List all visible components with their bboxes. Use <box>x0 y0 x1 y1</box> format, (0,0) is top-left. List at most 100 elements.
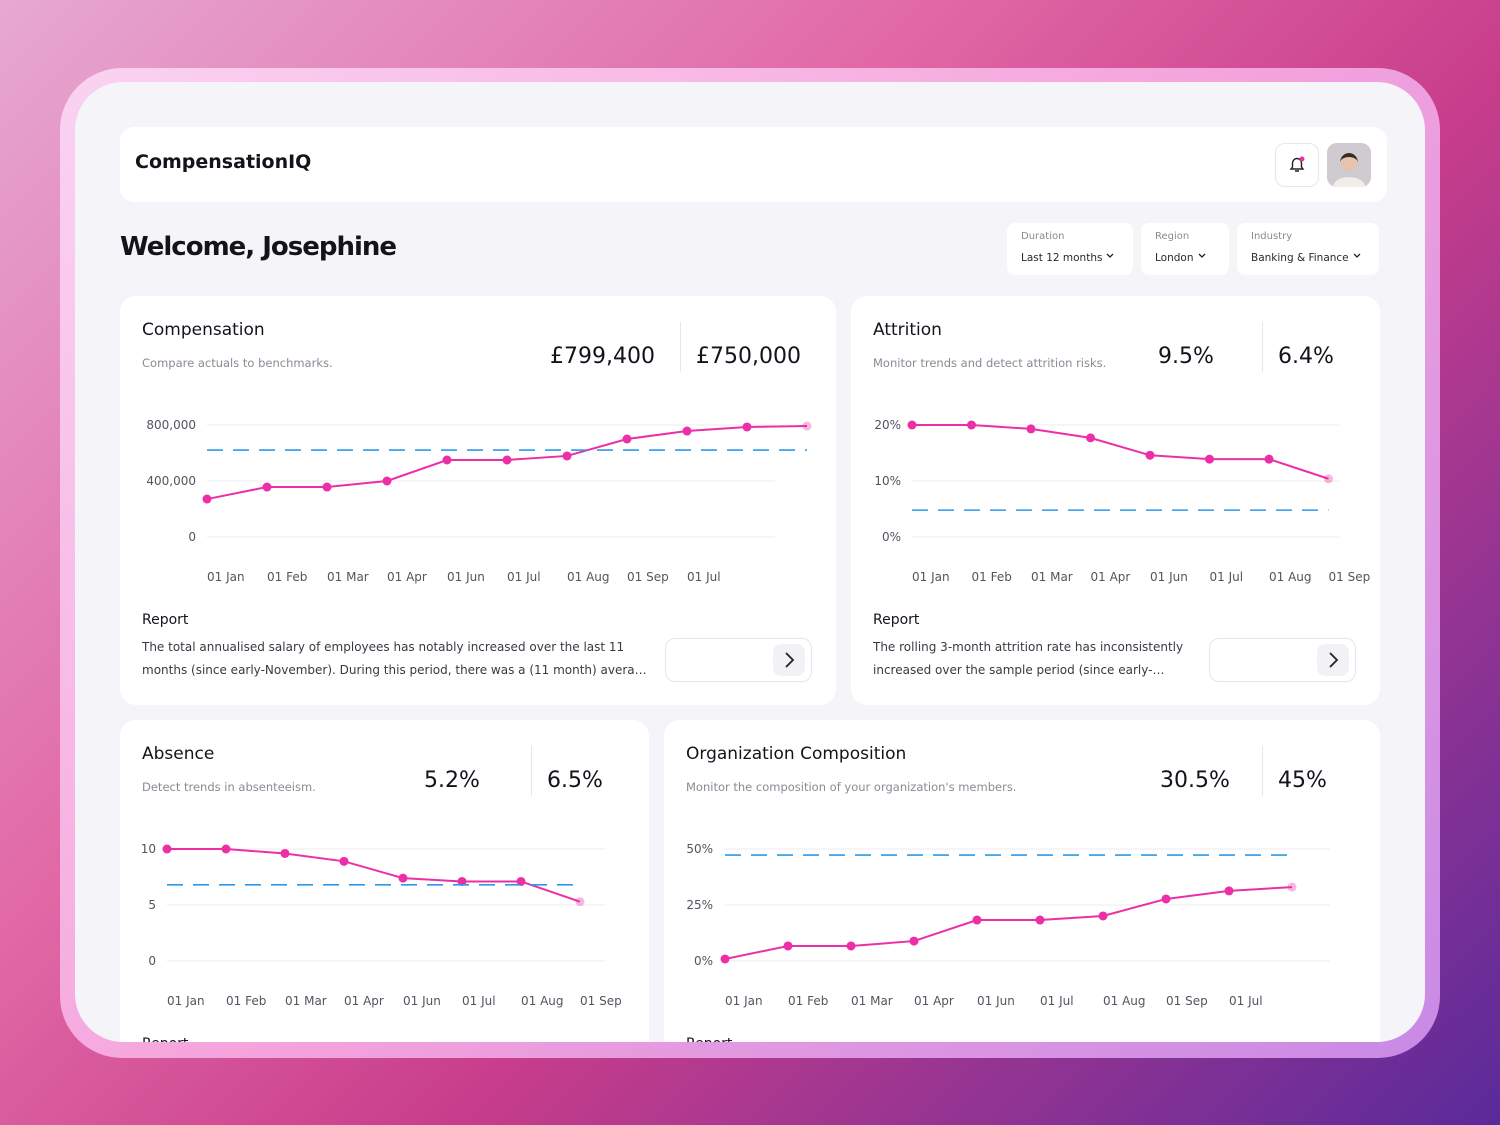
chevron <box>785 652 795 668</box>
y-tick-label: 50% <box>686 842 713 856</box>
data-point <box>1098 911 1108 921</box>
y-tick-label: 0% <box>882 530 901 544</box>
filter-dropdown[interactable]: Region London <box>1141 223 1229 275</box>
card: Organization Composition Monitor the comp… <box>664 720 1380 1042</box>
filter-value-text: Banking & Finance <box>1251 252 1349 264</box>
avatar-image <box>1327 143 1371 187</box>
legend-value: £799,400 <box>550 344 655 369</box>
data-point <box>322 482 332 492</box>
dashboard: CompensationIQ Welcome, Josephine Durati… <box>75 82 1425 1042</box>
y-tick-label: 0% <box>694 954 713 968</box>
filter-value-text: London <box>1155 252 1194 264</box>
data-point <box>622 434 632 444</box>
data-point <box>262 482 272 492</box>
y-tick-label: 0 <box>188 530 196 544</box>
data-point <box>846 941 856 951</box>
data-point <box>1224 886 1234 896</box>
x-tick-label: 01 Feb <box>788 994 828 1008</box>
y-tick-label: 0 <box>148 954 156 968</box>
data-point <box>382 476 392 486</box>
filter-dropdown[interactable]: Industry Banking & Finance <box>1237 223 1379 275</box>
filter-value: Last 12 months <box>1021 251 1119 264</box>
more-details-button[interactable]: More Details <box>1209 638 1356 682</box>
chevron <box>1329 652 1339 668</box>
x-tick-label: 01 Mar <box>851 994 893 1008</box>
x-tick-label: 01 Jul <box>1210 570 1244 584</box>
report-heading: Report <box>873 612 920 628</box>
report-text: The rolling 3-month attrition rate has i… <box>873 640 1184 677</box>
card: Compensation Compare actuals to benchmark… <box>120 296 836 705</box>
data-point <box>398 873 408 883</box>
data-point <box>457 876 467 886</box>
chevron <box>1198 253 1205 258</box>
x-tick-label: 01 Jun <box>977 994 1015 1008</box>
filter-dropdown[interactable]: Duration Last 12 months <box>1007 223 1133 275</box>
data-point <box>162 844 172 854</box>
more-details-button[interactable]: More Details <box>665 638 812 682</box>
data-point <box>720 954 730 964</box>
line-chart: 0 400,000 800,000 01 Jan 01 Feb 01 Mar 01 Apr 0… <box>146 418 812 584</box>
x-tick-label: 01 Mar <box>1031 570 1073 584</box>
data-point <box>221 844 231 854</box>
x-tick-label: 01 Jul <box>1040 994 1074 1008</box>
y-tick-label: 5 <box>148 898 156 912</box>
data-point <box>1086 433 1095 443</box>
x-tick-label: 01 Aug <box>567 570 610 584</box>
filter-label: Region <box>1155 231 1190 242</box>
data-point <box>1324 474 1333 484</box>
x-tick-label: 01 Jul <box>1229 994 1263 1008</box>
line-chart: 0% 10% 20% 01 Jan 01 Feb 01 Mar 01 Apr 01 Jun 01… <box>874 418 1371 584</box>
x-tick-label: 01 Jun <box>447 570 485 584</box>
avatar[interactable] <box>1327 143 1371 187</box>
data-point <box>1035 915 1045 925</box>
brand: CompensationIQ <box>135 151 312 173</box>
legend-separator <box>531 746 532 796</box>
card-title: Absence <box>142 744 215 764</box>
card-title: Organization Composition <box>686 744 907 764</box>
legend-separator <box>1262 746 1263 796</box>
x-tick-label: 01 Jun <box>403 994 441 1008</box>
x-tick-label: 01 Sep <box>1329 570 1371 584</box>
card-subtitle: Monitor trends and detect attrition risk… <box>873 356 1107 370</box>
x-tick-label: 01 Jul <box>507 570 541 584</box>
card-subtitle: Monitor the composition of your organiza… <box>686 780 1017 794</box>
data-point <box>280 848 290 858</box>
report-heading: Report <box>142 1036 188 1042</box>
data-point <box>339 856 349 866</box>
x-tick-label: 01 Apr <box>914 994 954 1008</box>
series-line <box>724 886 1293 960</box>
card-title: Compensation <box>142 320 265 340</box>
data-point <box>802 421 812 431</box>
chevron <box>1353 253 1361 258</box>
x-tick-label: 01 Aug <box>521 994 564 1008</box>
data-point <box>1287 882 1297 892</box>
welcome-heading: Welcome, Josephine <box>120 232 397 262</box>
y-tick-label: 800,000 <box>146 418 196 432</box>
x-tick-label: 01 Sep <box>1166 994 1208 1008</box>
data-point <box>1145 450 1155 460</box>
x-tick-label: 01 Apr <box>387 570 427 584</box>
notification-button[interactable] <box>1275 143 1319 187</box>
x-tick-label: 01 Mar <box>285 994 327 1008</box>
y-tick-label: 10 <box>141 842 156 856</box>
data-point <box>1161 894 1171 904</box>
data-point <box>907 420 917 430</box>
filter-value: Banking & Finance <box>1251 251 1365 264</box>
report-text: The total annualised salary of employees… <box>142 640 650 677</box>
data-point <box>742 422 752 432</box>
data-point <box>442 455 452 465</box>
y-tick-label: 25% <box>686 898 713 912</box>
legend-separator <box>680 322 681 372</box>
legend-value: 6.4% <box>1278 344 1334 369</box>
x-tick-label: 01 Apr <box>1091 570 1131 584</box>
x-tick-label: 01 Apr <box>344 994 384 1008</box>
legend-separator <box>1262 322 1263 372</box>
legend-value: 30.5% <box>1160 768 1230 793</box>
x-tick-label: 01 Jun <box>1150 570 1188 584</box>
x-tick-label: 01 Aug <box>1269 570 1312 584</box>
x-tick-label: 01 Aug <box>1103 994 1146 1008</box>
chevron <box>1107 253 1114 258</box>
x-tick-label: 01 Feb <box>267 570 307 584</box>
card-title: Attrition <box>873 320 942 340</box>
